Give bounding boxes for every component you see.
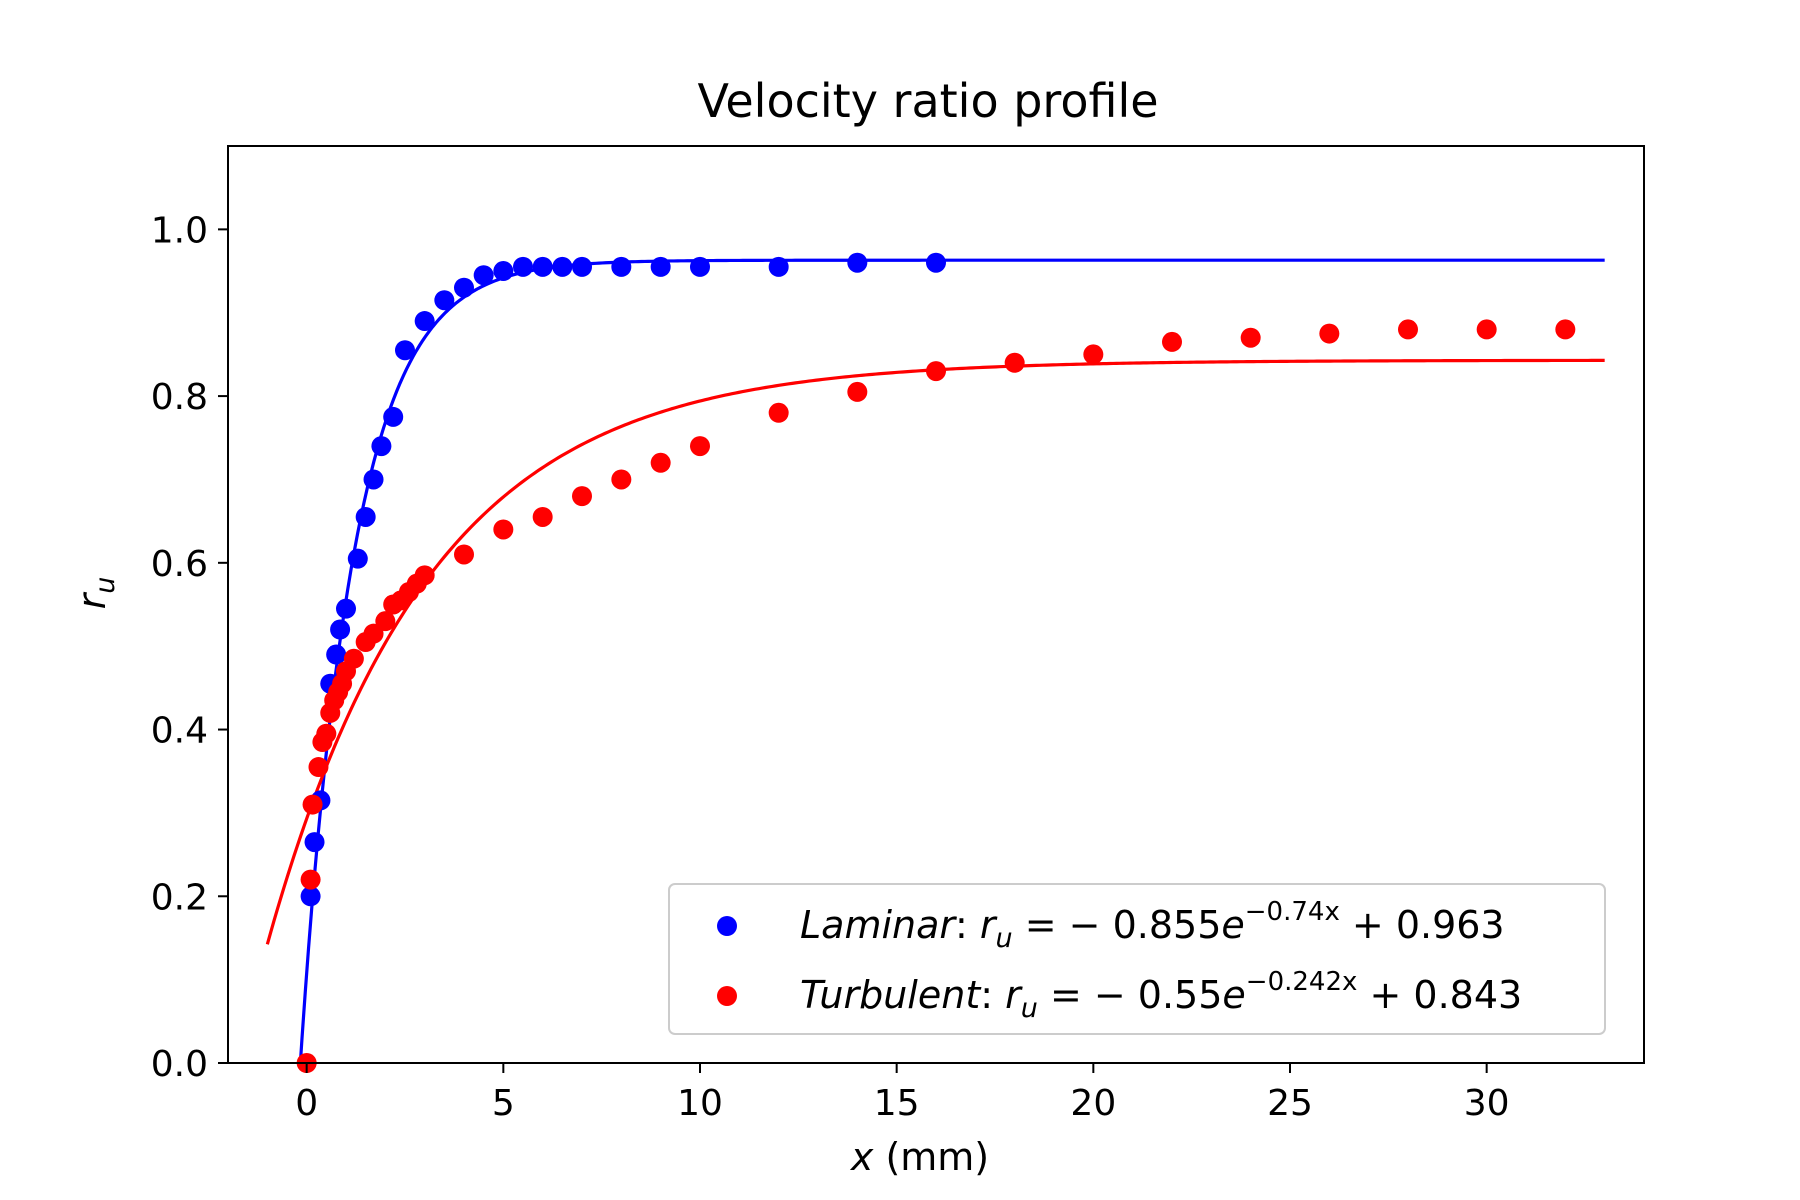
legend-label-laminar: Laminar: ru = − 0.855e−0.74x + 0.963 [800,897,1505,954]
point-laminar [532,256,553,277]
legend-turbulent-name: Turbulent [800,973,982,1017]
point-laminar [473,265,494,286]
point-laminar [454,277,474,298]
legend: Laminar: ru = − 0.855e−0.74x + 0.963 Tur… [668,883,1606,1035]
x-axis-unit: (mm) [873,1135,989,1179]
point-laminar [414,311,435,332]
point-laminar [371,436,392,457]
point-turbulent [343,648,364,669]
x-tick-label: 10 [677,1083,723,1124]
point-turbulent [302,794,323,815]
point-laminar [611,256,632,277]
chart-title: Velocity ratio profile [697,74,1158,128]
point-laminar [513,256,533,277]
point-turbulent [300,869,321,890]
legend-turbulent-e: e [1222,973,1245,1017]
legend-marker-turbulent [717,986,737,1006]
point-laminar [326,644,347,665]
x-tick-label: 20 [1070,1083,1116,1124]
point-turbulent [1162,331,1182,352]
point-laminar [926,252,946,273]
point-turbulent [572,486,592,507]
ticks: 0 5 10 15 20 25 30 0.0 0.2 0.4 0.6 0.8 1.0 [151,210,1510,1124]
x-tick-label: 30 [1464,1083,1510,1124]
y-tick-label: 0.6 [151,544,208,585]
point-turbulent [1004,352,1025,373]
point-turbulent [1555,319,1576,340]
point-laminar [650,256,671,277]
point-turbulent [611,469,632,490]
y-tick-label: 0.8 [151,377,208,418]
legend-laminar-e: e [1221,903,1244,947]
point-turbulent [690,436,710,457]
point-turbulent [1476,319,1497,340]
x-tick-label: 15 [874,1083,920,1124]
legend-box [668,883,1606,1035]
point-turbulent [1319,323,1340,344]
point-laminar [395,340,415,361]
point-laminar [355,506,376,527]
point-turbulent [926,361,946,382]
legend-laminar-exp: −0.74x [1245,897,1340,927]
x-axis-var: x [850,1135,874,1179]
point-turbulent [768,402,789,423]
point-laminar [768,256,789,277]
y-tick-label: 0.0 [151,1044,208,1085]
point-turbulent [363,623,384,644]
point-laminar [300,886,321,907]
point-laminar [690,256,710,277]
point-laminar [336,598,356,619]
legend-label-turbulent: Turbulent: ru = − 0.55e−0.242x + 0.843 [800,967,1522,1024]
y-tick-label: 0.4 [151,711,208,752]
legend-turbulent-tail: + 0.843 [1357,973,1522,1017]
legend-laminar-eq: = − 0.855 [1013,903,1222,947]
point-turbulent [1398,319,1418,340]
point-laminar [363,469,384,490]
point-turbulent [1083,344,1104,365]
y-axis-base: r [70,591,114,609]
point-turbulent [532,506,553,527]
point-laminar [304,832,325,853]
x-tick-label: 5 [492,1083,515,1124]
point-turbulent [316,723,337,744]
legend-laminar-lhs-sub: u [996,923,1013,954]
y-axis-sub: u [90,577,121,594]
legend-turbulent-lhs: r [1005,973,1023,1017]
point-laminar [493,261,514,282]
point-turbulent [414,565,435,586]
legend-laminar-colon: : [955,903,980,947]
point-laminar [572,256,592,277]
point-laminar [847,252,868,273]
point-laminar [383,406,404,427]
legend-laminar-name: Laminar [800,903,957,947]
point-turbulent [454,544,474,565]
point-turbulent [375,611,396,632]
legend-turbulent-lhs-sub: u [1021,993,1038,1024]
plot-frame [227,145,1645,1064]
legend-turbulent-exp: −0.242x [1246,967,1358,997]
y-tick-label: 1.0 [151,210,208,251]
point-turbulent [1240,327,1261,348]
point-laminar [552,256,573,277]
legend-turbulent-eq: = − 0.55 [1038,973,1223,1017]
legend-laminar-tail: + 0.963 [1340,903,1505,947]
point-laminar [347,548,368,569]
legend-turbulent-colon: : [980,973,1005,1017]
x-tick-label: 25 [1267,1083,1313,1124]
x-tick-label: 0 [295,1083,318,1124]
legend-laminar-lhs: r [980,903,998,947]
y-tick-label: 0.2 [151,877,208,918]
point-laminar [434,290,455,311]
y-axis-label: ru [70,577,121,610]
point-turbulent [650,452,671,473]
legend-marker-laminar [717,916,737,936]
point-laminar [330,619,351,640]
point-turbulent [493,519,514,540]
point-turbulent [308,757,329,778]
point-turbulent [847,381,868,402]
x-axis-label: x (mm) [850,1135,989,1179]
